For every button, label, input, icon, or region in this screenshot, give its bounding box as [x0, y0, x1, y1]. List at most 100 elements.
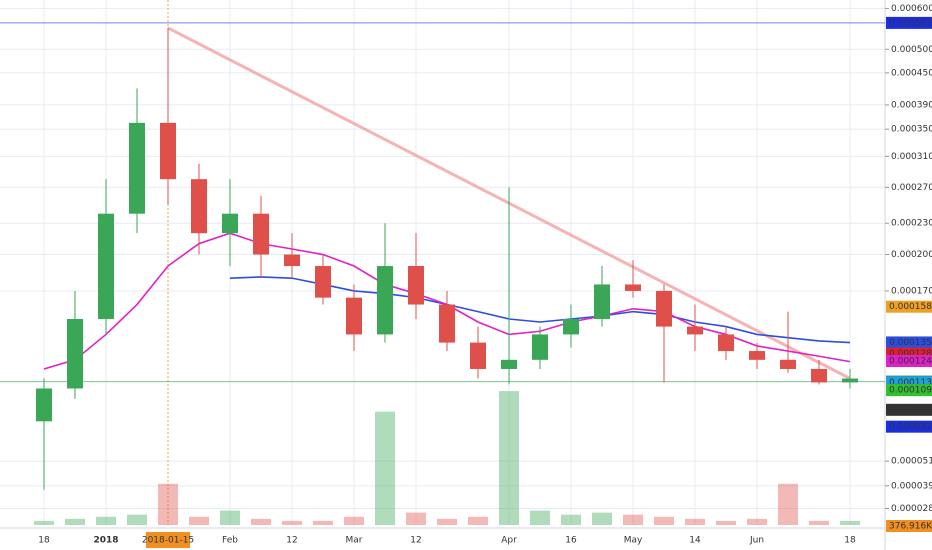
- x-tick-label: Apr: [501, 536, 517, 546]
- volume-bar: [716, 520, 736, 525]
- candle-body: [656, 290, 672, 327]
- volume-bar: [747, 518, 767, 525]
- candle-body: [346, 297, 362, 335]
- candle-body: [408, 266, 424, 305]
- x-tick-label: Mar: [346, 536, 363, 546]
- price-tag: [886, 336, 932, 349]
- price-tag-label: 0.00015846: [889, 302, 932, 312]
- candle-body: [532, 334, 548, 360]
- y2-tick-label: 0.00003900: [891, 481, 932, 491]
- volume-bar: [189, 516, 209, 525]
- volume-bar: [530, 510, 550, 525]
- candle-body: [749, 351, 765, 360]
- candle-body: [36, 388, 52, 422]
- volume-bar: [344, 516, 364, 525]
- volume-bar: [96, 516, 116, 525]
- x-tick-label: 2018: [93, 536, 118, 546]
- price-tag-label: 0.00013509: [889, 338, 932, 348]
- x-tick-label: 12: [410, 536, 421, 546]
- candle-body: [253, 213, 269, 255]
- candle-body: [160, 122, 176, 180]
- y-tick-label: 0.00035000: [891, 125, 932, 135]
- ma-line: [229, 276, 851, 344]
- volume-bar: [406, 512, 426, 525]
- volume-bar: [592, 512, 612, 525]
- volume-bar: [778, 483, 798, 525]
- price-tag: [886, 354, 932, 367]
- price-tag: [886, 384, 932, 397]
- volume-bar: [840, 520, 860, 525]
- price-tag: [886, 16, 932, 29]
- volume-bar: [623, 514, 643, 525]
- y2-tick-label: 0.00002800: [891, 504, 932, 514]
- candle-body: [594, 284, 610, 319]
- candle-body: [625, 284, 641, 291]
- candle-body: [501, 359, 517, 369]
- volume-tag-label: 376.916K: [889, 522, 932, 532]
- volume-bar: [809, 520, 829, 525]
- candle-body: [377, 266, 393, 335]
- candle-body: [811, 368, 827, 383]
- candle-body: [439, 304, 455, 343]
- candle-body: [67, 318, 83, 389]
- volume-bar: [158, 483, 178, 525]
- x-tick-label: 18: [38, 536, 50, 546]
- volume-bar: [313, 520, 333, 525]
- x-tick-label: Feb: [222, 536, 238, 546]
- candle-body: [718, 334, 734, 352]
- candle-body: [129, 122, 145, 214]
- y-tick-label: 0.00045000: [891, 68, 932, 78]
- price-tag-label: 0.00012435: [889, 356, 932, 366]
- volume-bar: [499, 391, 519, 525]
- candle-body: [687, 326, 703, 335]
- y-tick-label: 0.00017000: [891, 286, 932, 296]
- candle-body: [842, 378, 858, 383]
- price-tag-label: 0.00009275: [889, 422, 932, 432]
- price-tag-label: 0.00011304: [889, 378, 932, 388]
- x-tick-label: 12: [286, 536, 297, 546]
- candle-body: [470, 342, 486, 369]
- candle-body: [191, 179, 207, 234]
- y2-tick-label: 0.00005100: [891, 457, 932, 467]
- volume-bar: [437, 518, 457, 525]
- x-tick-label: Jun: [749, 536, 764, 546]
- x-tick-label: 16: [565, 536, 577, 546]
- volume-bar: [127, 514, 147, 525]
- y-tick-label: 0.00020000: [891, 250, 932, 260]
- x-tick-highlight: [146, 532, 190, 548]
- volume-tag: [886, 520, 932, 532]
- volume-bar: [65, 518, 85, 525]
- price-tag-label: 0.00056250: [889, 18, 932, 28]
- volume-bar: [654, 516, 674, 525]
- price-tag-label: 0.00010920: [889, 386, 932, 396]
- volume-bar: [282, 520, 302, 525]
- price-tag: [886, 300, 932, 313]
- volume-bar: [251, 518, 271, 525]
- volume-bar: [375, 411, 395, 525]
- y-tick-label: 0.00031000: [891, 152, 932, 162]
- volume-bar: [468, 516, 488, 525]
- candle-body: [284, 254, 300, 267]
- price-tag-label: 0.00012855: [889, 349, 932, 359]
- x-tick-label: 14: [689, 536, 701, 546]
- y-tick-label: 0.00023000: [891, 219, 932, 229]
- y-tick-label: 0.00039000: [891, 100, 932, 110]
- candle-body: [315, 266, 331, 298]
- candle-body: [222, 213, 238, 234]
- candle-body: [780, 359, 796, 369]
- y-tick-label: 0.00050000: [891, 45, 932, 55]
- volume-bar: [561, 514, 581, 525]
- y-tick-label: 0.00027000: [891, 183, 932, 193]
- volume-bar: [685, 518, 705, 525]
- x-tick-label: May: [624, 536, 643, 546]
- price-tag: [886, 420, 932, 433]
- y-tick-label: 0.00060000: [891, 4, 932, 14]
- x-tick-label: 2018-01-15: [142, 536, 194, 546]
- price-tag-label: 0.00010000: [889, 405, 932, 415]
- candle-body: [563, 318, 579, 335]
- volume-bar: [220, 510, 240, 525]
- x-tick-label: 18: [844, 536, 856, 546]
- price-tag: [886, 403, 932, 416]
